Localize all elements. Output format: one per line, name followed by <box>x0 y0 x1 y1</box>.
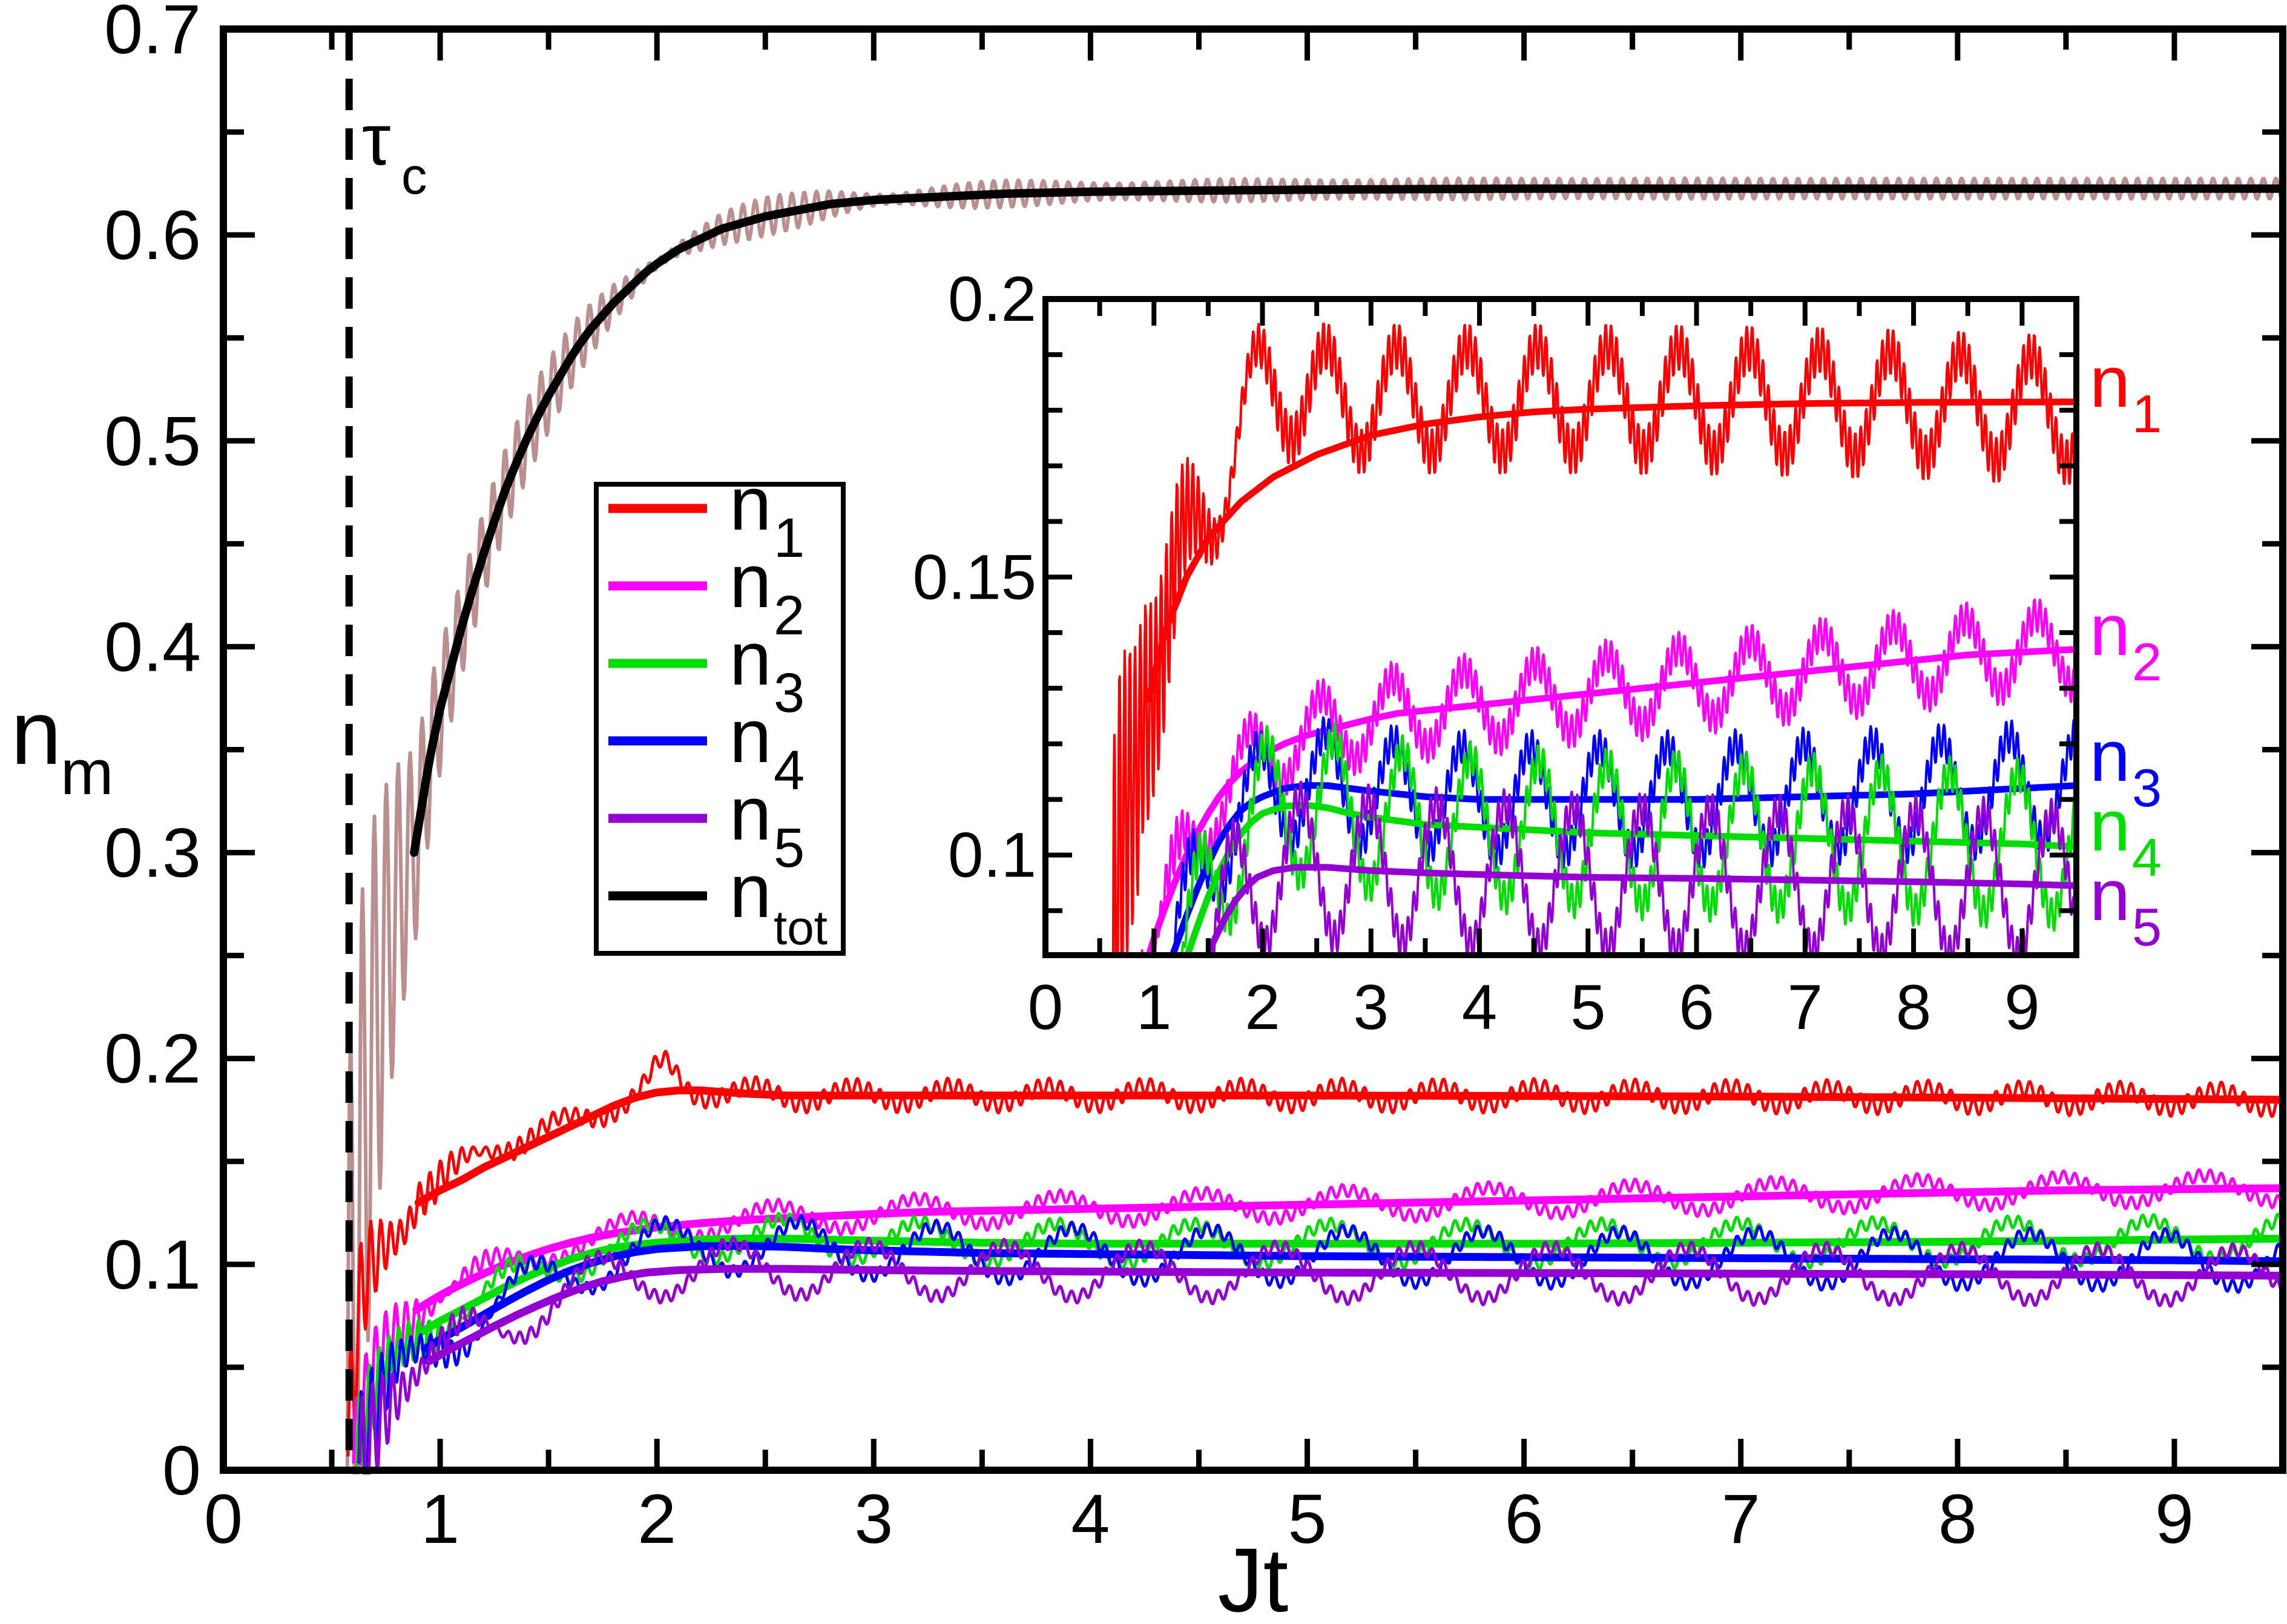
curve-n_4-noisy <box>1180 722 2076 955</box>
x-tick-label: 5 <box>1288 1481 1327 1558</box>
inset-x-tick-label: 7 <box>1788 972 1823 1043</box>
legend-label-5: n <box>729 772 772 856</box>
y-tick-label: 0.1 <box>104 1226 201 1304</box>
inset-x-tick-labels: 0 1 2 3 4 5 6 7 8 9 <box>1028 972 2040 1043</box>
x-tick-label: 4 <box>1071 1481 1110 1558</box>
curve-n_4-smooth <box>421 1241 2283 1353</box>
inset-curve-label-sub-1: 1 <box>2132 384 2162 444</box>
y-tick-label: 0.4 <box>104 608 201 686</box>
y-tick-label: 0.6 <box>104 197 201 274</box>
tau-c-base: τ <box>362 99 390 180</box>
curve-n_5-smooth <box>425 1264 2283 1366</box>
inset-x-tick-label: 5 <box>1570 972 1605 1043</box>
curve-n_4-smooth <box>1183 801 2076 955</box>
y-tick-label: 0 <box>162 1432 201 1510</box>
inset-x-tick-label: 1 <box>1136 972 1171 1043</box>
curve-n_2-smooth <box>412 1184 2283 1314</box>
curve-n_5-noisy <box>358 1235 2283 1474</box>
inset-curve-label-sub-5: 5 <box>2132 897 2162 957</box>
x-axis-title: Jt <box>1218 1529 1289 1624</box>
y-axis-title: nm <box>11 682 113 808</box>
inset-x-tick-label: 8 <box>1896 972 1931 1043</box>
y-tick-label: 0.5 <box>104 403 201 480</box>
legend-sub-4: 4 <box>774 740 805 801</box>
curve-n_5-smooth <box>1203 864 2076 955</box>
x-tick-label: 1 <box>421 1481 459 1558</box>
y-axis-title-sub: m <box>61 737 113 808</box>
legend-sub-tot: tot <box>774 901 828 955</box>
legend-sub-5: 5 <box>774 817 805 879</box>
main-y-tick-labels: 0 0.1 0.2 0.3 0.4 0.5 0.6 0.7 <box>104 0 201 1510</box>
inset-curve-label-sub-4: 4 <box>2132 827 2162 887</box>
curve-n_1-noisy <box>1111 322 2076 955</box>
inset-x-tick-label: 3 <box>1354 972 1389 1043</box>
curve-n_1-smooth <box>414 1086 2283 1207</box>
legend-label-3: n <box>729 617 772 701</box>
curve-n_1-smooth <box>1145 398 2076 703</box>
inset-curve-label-sub-2: 2 <box>2132 632 2162 692</box>
inset-right-labels: n 1n 2n 3n 4n 5 <box>2090 341 2162 957</box>
inset-x-tick-label: 9 <box>2004 972 2039 1043</box>
x-tick-label: 2 <box>637 1481 676 1558</box>
main-curves <box>345 176 2283 1474</box>
curve-n_4-noisy <box>357 1214 2283 1474</box>
y-tick-label: 0.7 <box>104 0 201 68</box>
inset-y-tick-label: 0.1 <box>948 820 1036 891</box>
inset-curve-label-4: n <box>2090 785 2130 866</box>
x-tick-label: 6 <box>1505 1481 1544 1558</box>
x-tick-label: 8 <box>1938 1481 1977 1558</box>
inset-y-tick-label: 0.2 <box>948 264 1036 335</box>
plot-frame <box>1042 296 2079 958</box>
curve-n_3-noisy <box>1170 716 2076 955</box>
legend-label-tot: n <box>729 849 772 933</box>
legend-box <box>594 482 846 956</box>
inset-x-tick-label: 4 <box>1462 972 1497 1043</box>
legend-sub-1: 1 <box>774 507 805 569</box>
inset-curve-label-3: n <box>2090 715 2130 797</box>
x-tick-label: 9 <box>2155 1481 2194 1558</box>
inset-curves <box>1111 322 2076 955</box>
legend-sub-3: 3 <box>774 662 805 724</box>
inset-curve-label-5: n <box>2090 855 2130 936</box>
legend-label-2: n <box>729 539 772 623</box>
x-axis-title-text: Jt <box>1218 1529 1289 1624</box>
inset-x-tick-label: 0 <box>1028 972 1063 1043</box>
curve-n_2-noisy <box>352 1168 2283 1466</box>
y-tick-label: 0.3 <box>104 815 201 892</box>
x-tick-label: 7 <box>1722 1481 1760 1558</box>
legend: n 1n 2n 3n 4n 5n tot <box>594 462 846 956</box>
inset-curve-label-1: n <box>2090 341 2130 422</box>
main-x-tick-labels: 0 1 2 3 4 5 6 7 8 9 <box>204 1481 2194 1558</box>
tau-c-sub: c <box>401 148 427 205</box>
x-tick-label: 0 <box>204 1481 243 1558</box>
inset-x-tick-label: 6 <box>1679 972 1714 1043</box>
x-tick-label: 3 <box>854 1481 893 1558</box>
curve-n_5-noisy <box>1209 780 2076 955</box>
inset-y-tick-label: 0.15 <box>913 542 1036 613</box>
curve-n_2-smooth <box>1145 646 2076 955</box>
legend-sub-2: 2 <box>774 585 805 646</box>
legend-label-4: n <box>729 694 772 778</box>
curve-n_tot-smooth <box>410 184 2283 857</box>
curve-n_3-noisy <box>355 1212 2283 1474</box>
legend-label-1: n <box>729 462 772 546</box>
inset-curve-label-sub-3: 3 <box>2132 758 2162 818</box>
inset-x-tick-label: 2 <box>1245 972 1280 1043</box>
inset-curve-label-2: n <box>2090 590 2130 671</box>
y-tick-label: 0.2 <box>104 1021 201 1098</box>
y-axis-title-base: n <box>11 682 61 783</box>
inset-y-tick-labels: 0.1 0.15 0.2 <box>913 264 1036 891</box>
inset-plot: 0 1 2 3 4 5 6 7 8 90.10.150.2n 1n 2n 3n 4n 5 <box>913 264 2162 1043</box>
